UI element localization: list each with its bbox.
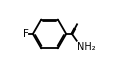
Text: F: F xyxy=(23,29,28,39)
Text: NH₂: NH₂ xyxy=(77,42,96,52)
